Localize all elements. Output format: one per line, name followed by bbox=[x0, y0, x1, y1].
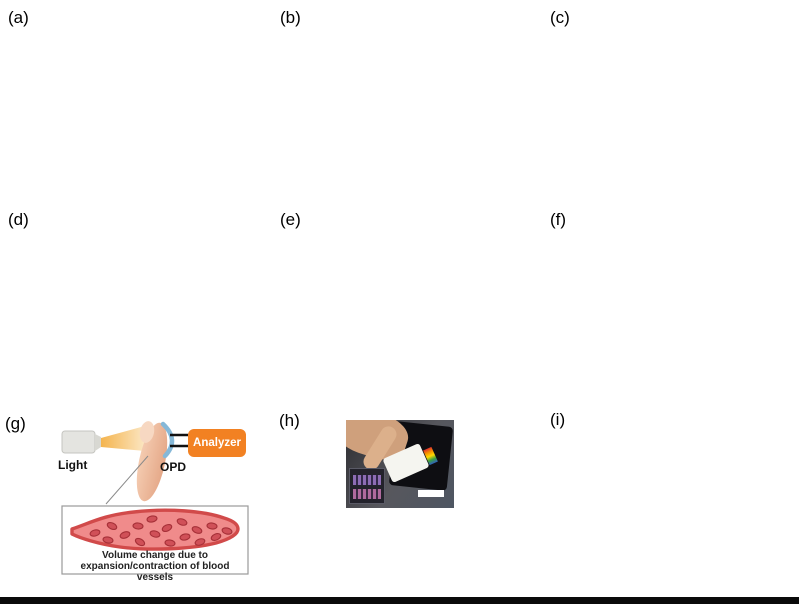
device-array-row2 bbox=[353, 489, 381, 499]
panel-label-d: (d) bbox=[8, 210, 29, 229]
panel-f: (f) bbox=[532, 200, 799, 400]
finger-tip-highlight bbox=[139, 421, 155, 443]
panel-d: (d) bbox=[0, 200, 266, 400]
scale-bar bbox=[418, 490, 444, 497]
panel-label-c: (c) bbox=[550, 8, 570, 27]
panel-h: (h) bbox=[266, 400, 532, 606]
panel-e: (e) bbox=[266, 200, 532, 400]
panel-g: (g) bbox=[0, 400, 266, 606]
panel-label-f: (f) bbox=[550, 210, 567, 229]
panel-a: (a) bbox=[0, 0, 266, 200]
vessel-caption-line1: Volume change due to bbox=[102, 550, 208, 561]
device-array-subinset bbox=[349, 468, 385, 504]
figure-bottom-rule bbox=[0, 597, 799, 604]
panel-label-i: (i) bbox=[550, 410, 566, 429]
opd-sensor-icon bbox=[160, 421, 175, 459]
analyzer-box: Analyzer bbox=[188, 429, 246, 457]
panel-c: (c) bbox=[532, 0, 799, 200]
panel-i: (i) bbox=[532, 400, 799, 606]
vessel-caption-line2: expansion/contraction of blood vessels bbox=[80, 561, 230, 583]
panel-label-a: (a) bbox=[8, 8, 29, 27]
blood-vessel bbox=[70, 508, 240, 551]
flashlight-head bbox=[95, 434, 101, 451]
opd-label: OPD bbox=[160, 460, 187, 474]
device-array-row1 bbox=[353, 475, 381, 485]
red-blood-cells bbox=[89, 515, 233, 547]
ppg-measurement-photo bbox=[346, 420, 454, 508]
callout-line bbox=[105, 455, 149, 505]
panel-label-b: (b) bbox=[280, 8, 301, 27]
panel-label-h: (h) bbox=[279, 411, 300, 430]
panel-label-g: (g) bbox=[5, 414, 26, 433]
flashlight-icon bbox=[61, 430, 96, 454]
panel-b: (b) bbox=[266, 0, 532, 200]
analyzer-label: Analyzer bbox=[193, 437, 241, 449]
ppg-schematic-art bbox=[61, 421, 249, 575]
light-label: Light bbox=[58, 458, 88, 472]
panel-label-e: (e) bbox=[280, 210, 301, 229]
